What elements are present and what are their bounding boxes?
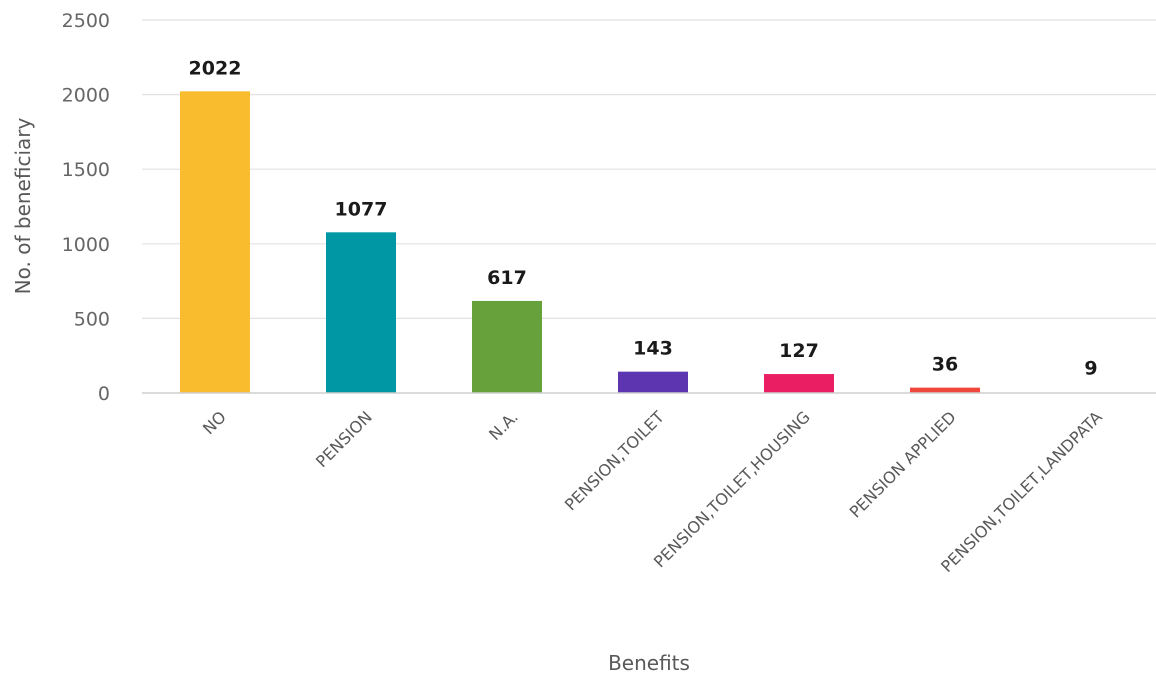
x-tick-label: N.A.: [485, 407, 522, 444]
x-axis-ticks: NO PENSION N.A. PENSION,TOILETPENSION,TOILE…: [199, 407, 1106, 576]
x-tick-label: PENSION APPLIED: [846, 407, 960, 521]
y-tick-label: 2500: [62, 10, 110, 32]
x-tick-label: NO: [199, 407, 230, 438]
x-tick-label: PENSION,TOILET,LANDPATA: [937, 407, 1106, 576]
y-tick-label: 2000: [62, 85, 110, 107]
bar: [180, 91, 250, 393]
bar: [764, 374, 834, 393]
data-label: 143: [633, 338, 673, 360]
data-label: 1077: [335, 198, 388, 220]
bars: [180, 91, 1126, 393]
y-tick-label: 0: [98, 383, 110, 405]
y-axis-ticks: 0 500 1000 1500 2000 2500: [62, 10, 110, 405]
x-axis-title: Benefits: [608, 651, 690, 675]
x-tick-label: PENSION: [312, 407, 376, 471]
data-label: 127: [779, 340, 819, 362]
y-tick-label: 1000: [62, 234, 110, 256]
y-tick-label: 1500: [62, 159, 110, 181]
gridlines: [142, 19, 1156, 319]
data-label: 2022: [189, 57, 242, 79]
data-label: 9: [1084, 358, 1097, 380]
data-label: 36: [932, 354, 958, 376]
y-tick-label: 500: [74, 308, 110, 330]
y-axis-title: No. of beneficiary: [11, 118, 35, 295]
bar: [910, 387, 980, 393]
bar: [472, 300, 542, 393]
x-tick-label: PENSION,TOILET: [561, 407, 668, 514]
data-label: 617: [487, 267, 527, 289]
bar: [618, 371, 688, 393]
bar: [326, 232, 396, 393]
x-tick-label: PENSION,TOILET,HOUSING: [650, 407, 814, 571]
data-labels: 2022 1077 617 143 127 36 9: [189, 57, 1098, 379]
